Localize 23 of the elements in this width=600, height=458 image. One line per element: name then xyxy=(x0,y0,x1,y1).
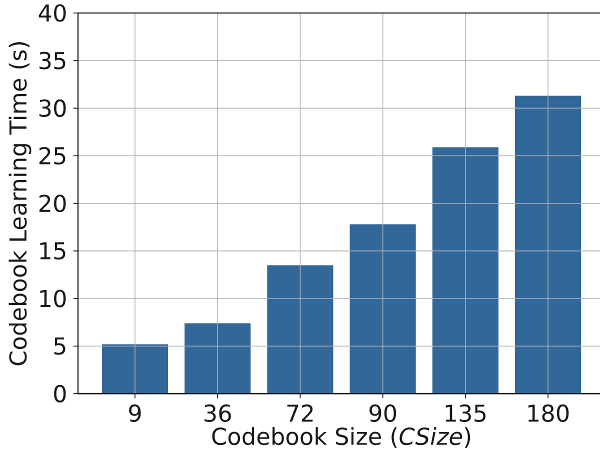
x-tick-label: 180 xyxy=(528,404,569,422)
x-tick-label: 90 xyxy=(369,404,396,422)
x-tick-label: 135 xyxy=(446,404,486,422)
y-tick-label: 20 xyxy=(39,194,66,212)
bar xyxy=(350,224,416,394)
x-axis-title: Codebook Size (CSize) xyxy=(212,427,470,448)
y-tick-label: 35 xyxy=(40,52,66,70)
x-tick-label: 9 xyxy=(129,404,141,422)
y-tick-label: 10 xyxy=(40,290,66,308)
x-tick-label: 36 xyxy=(204,404,231,422)
y-tick-label: 5 xyxy=(54,337,66,355)
bar xyxy=(267,265,334,394)
y-tick-label: 25 xyxy=(39,146,66,165)
y-axis-title: Codebook Learning Time (s) xyxy=(8,42,32,366)
x-tick-label: 72 xyxy=(287,404,313,422)
y-tick-label: 30 xyxy=(40,99,66,117)
y-tick-label: 0 xyxy=(54,384,66,402)
bar xyxy=(102,344,168,394)
y-tick-label: 40 xyxy=(38,4,66,22)
bar xyxy=(432,147,498,394)
y-tick-label: 15 xyxy=(40,242,66,260)
bar xyxy=(514,96,582,394)
bar xyxy=(184,323,251,394)
